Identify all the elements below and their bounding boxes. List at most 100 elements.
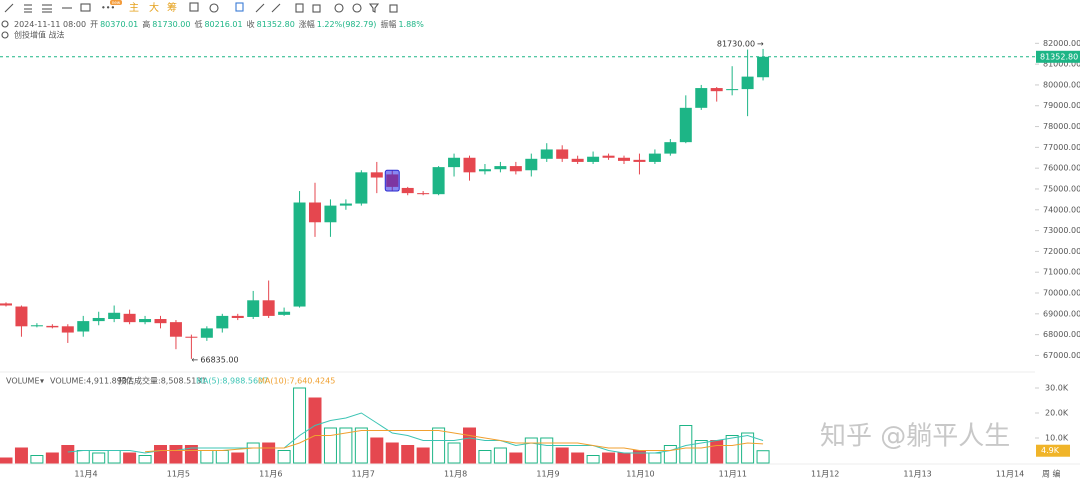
candle-body — [262, 300, 275, 316]
candle-body — [185, 336, 198, 338]
tool-filter[interactable] — [368, 3, 380, 13]
tool-c[interactable] — [235, 2, 244, 12]
tool-f[interactable] — [295, 3, 304, 13]
collapse[interactable] — [1, 20, 9, 28]
candle-body — [77, 321, 90, 332]
volume-bar — [169, 445, 183, 464]
toolbar[interactable]: ••• new 主 大 筹 — [4, 0, 398, 14]
volume-bar — [76, 450, 90, 464]
candle-body — [664, 142, 677, 154]
tool-rect[interactable] — [80, 3, 91, 12]
y-tick-label: 82000.00 — [1043, 39, 1080, 48]
header-field: 81352.80 — [257, 20, 295, 29]
volume-bar — [107, 450, 121, 464]
y-tick-label: 71000.00 — [1043, 268, 1080, 277]
candle-body — [556, 149, 569, 159]
volume-bar — [138, 455, 152, 464]
volume-bar — [432, 427, 446, 464]
tool-line[interactable] — [4, 3, 14, 13]
tool-more[interactable]: ••• — [101, 4, 115, 13]
header-field: 2024-11-11 08:00 — [14, 20, 86, 29]
volume-bar — [602, 452, 616, 464]
collapse[interactable] — [1, 31, 9, 39]
y-tick-label: 77000.00 — [1043, 143, 1080, 152]
volume-bar — [123, 452, 137, 464]
candle-body — [123, 313, 136, 323]
y-tick-label: 79000.00 — [1043, 101, 1080, 110]
last-price-label: 81352.80 — [1040, 52, 1078, 61]
volume-bar — [632, 450, 646, 464]
tool-delete[interactable] — [389, 4, 398, 13]
tool-e[interactable] — [271, 3, 281, 13]
volume-bar — [323, 427, 337, 464]
y-tick-label: 73000.00 — [1043, 226, 1080, 235]
candle-body — [293, 202, 306, 307]
x-tick-label: 11月13 — [903, 470, 931, 479]
volume-bar — [231, 452, 245, 464]
x-tick-label: 11月14 — [996, 470, 1024, 479]
volume-bar — [478, 450, 492, 464]
volume-bar — [385, 442, 399, 464]
volume-bar — [30, 455, 44, 464]
header-field: 高 — [142, 19, 150, 29]
x-tick-label: 11月4 — [74, 470, 97, 479]
candle-body — [309, 202, 321, 223]
candle-body — [0, 303, 12, 306]
volume-bar — [586, 455, 600, 464]
volume-bar — [741, 432, 755, 464]
tool-g[interactable] — [312, 4, 321, 13]
candle-body — [540, 149, 553, 159]
badge-bg — [110, 0, 122, 5]
candle-body — [200, 328, 213, 338]
candle-body — [695, 88, 708, 108]
y-tick-label: 80000.00 — [1043, 80, 1080, 89]
volume-bar — [540, 437, 554, 464]
header-field: 81730.00 — [152, 20, 190, 29]
y-tick-label: 10.0K — [1045, 434, 1069, 443]
volume-bar — [401, 445, 415, 464]
volume-bar — [679, 425, 693, 464]
volume-tag — [1036, 444, 1070, 457]
candle-body — [108, 312, 121, 320]
volume-bar — [370, 437, 384, 464]
tool-h[interactable] — [334, 3, 344, 13]
volume-bar — [509, 452, 523, 464]
candle-body — [726, 89, 739, 91]
volume-bar — [262, 442, 276, 464]
candle-body — [571, 158, 584, 162]
volume-bar — [354, 427, 368, 464]
tool-main[interactable]: 主 — [129, 2, 139, 14]
candle-body — [741, 76, 754, 90]
tool-i[interactable] — [352, 3, 362, 13]
high-annotation: 81730.00 — [717, 39, 755, 48]
candle-body — [247, 300, 260, 317]
candle-body — [216, 315, 229, 329]
tool-d[interactable] — [255, 3, 265, 13]
tool-a[interactable] — [189, 2, 199, 12]
y-tick-label: 75000.00 — [1043, 184, 1080, 193]
header-field: 80370.01 — [100, 20, 138, 29]
volume-bar — [277, 450, 291, 464]
ohlc-header: 2024-11-11 08:00 开 80370.01 高 81730.00 低 80216… — [14, 19, 424, 29]
candle-body — [710, 88, 723, 92]
tool-big[interactable]: 大 — [149, 1, 159, 14]
candle-body — [648, 153, 661, 162]
candle-body — [46, 325, 59, 328]
volume-bar — [493, 447, 507, 464]
tool-chip[interactable]: 筹 — [167, 1, 177, 14]
dropdown[interactable]: ▾ — [40, 377, 44, 386]
estimated-volume: 预估成交量:8,508.5131 — [118, 376, 207, 386]
candle-body — [370, 172, 383, 178]
volume-bar — [725, 435, 739, 464]
volume-bar — [663, 445, 677, 464]
tool-b[interactable] — [209, 3, 219, 13]
header-field: 1.88% — [398, 20, 424, 29]
indicator-name: 创投增值 战法 — [14, 30, 65, 40]
candle-body — [525, 158, 538, 171]
y-tick-label: 67000.00 — [1043, 351, 1080, 360]
header-field: 开 — [90, 20, 98, 29]
volume-bar — [648, 452, 662, 464]
watermark: 知乎 @躺平人生 — [820, 422, 1010, 452]
candle-body — [339, 203, 352, 206]
